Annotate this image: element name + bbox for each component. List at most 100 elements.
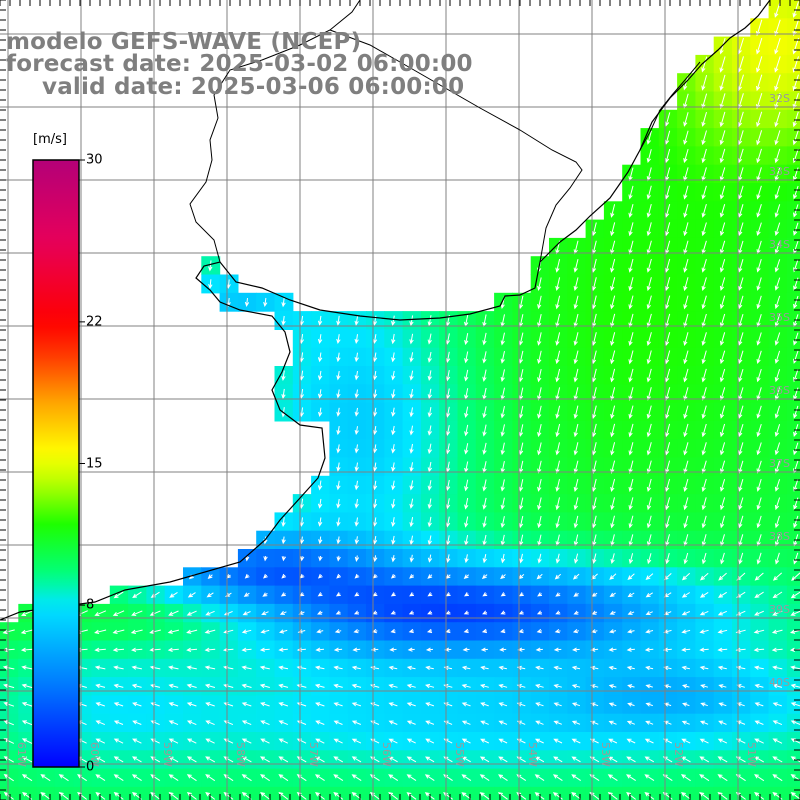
wind-arrow: [719, 185, 726, 200]
wind-arrow: [591, 442, 597, 456]
wind-arrow: [790, 591, 800, 599]
wind-arrow: [518, 350, 524, 364]
wind-arrow: [336, 407, 341, 417]
wind-speed-cell: [91, 786, 111, 800]
wind-arrow: [555, 423, 561, 438]
wind-arrow: [553, 665, 562, 670]
wind-speed-cell: [786, 36, 800, 56]
wind-arrow: [130, 629, 143, 634]
wind-arrow: [95, 683, 106, 689]
wind-arrow: [498, 684, 508, 689]
wind-arrow: [736, 720, 746, 725]
wind-arrow: [351, 738, 362, 744]
wind-arrow: [205, 756, 216, 763]
wind-arrow: [132, 756, 142, 763]
wind-arrow: [754, 610, 764, 616]
wind-arrow: [186, 756, 197, 763]
wind-arrow: [790, 792, 800, 800]
wind-arrow: [318, 407, 323, 417]
wind-arrow: [645, 684, 653, 689]
longitude-label: 59W: [161, 742, 174, 767]
wind-arrow: [628, 203, 634, 218]
wind-arrow: [756, 497, 762, 511]
wind-arrow: [314, 774, 325, 782]
wind-arrow: [772, 683, 783, 689]
wind-speed-cell: [384, 786, 404, 800]
wind-arrow: [318, 536, 323, 545]
wind-arrow: [774, 424, 781, 437]
wind-arrow: [718, 572, 727, 581]
wind-arrow: [665, 222, 671, 237]
wind-arrow: [391, 498, 396, 509]
wind-arrow: [720, 497, 726, 511]
wind-speed-cell: [329, 786, 349, 800]
wind-arrow: [754, 720, 764, 725]
wind-arrow: [774, 74, 781, 92]
wind-arrow: [683, 552, 689, 565]
wind-arrow: [336, 573, 342, 579]
wind-arrow: [592, 478, 597, 493]
wind-arrow: [479, 756, 490, 763]
wind-arrow: [681, 665, 691, 670]
wind-arrow: [500, 369, 505, 383]
wind-arrow: [58, 774, 69, 782]
wind-arrow: [754, 792, 765, 800]
wind-arrow: [646, 515, 652, 529]
wind-arrow: [756, 204, 762, 218]
wind-speed-cell: [494, 786, 513, 800]
wind-arrow: [756, 185, 762, 200]
wind-arrow: [756, 259, 762, 273]
wind-arrow: [718, 684, 727, 689]
wind-arrow: [610, 515, 615, 529]
wind-arrow: [719, 222, 726, 237]
wind-arrow: [756, 130, 763, 146]
wind-arrow: [664, 112, 671, 127]
wind-speed-cell: [164, 786, 184, 800]
wind-arrow: [518, 295, 524, 310]
wind-arrow: [646, 222, 652, 237]
wind-arrow: [169, 591, 178, 598]
wind-arrow: [774, 111, 781, 128]
wind-arrow: [591, 423, 597, 438]
wind-arrow: [774, 185, 781, 200]
wind-arrow: [756, 515, 762, 529]
wind-arrow: [626, 665, 635, 671]
wind-arrow: [354, 555, 360, 562]
wind-arrow: [281, 370, 286, 381]
wind-arrow: [591, 313, 597, 328]
wind-arrow: [406, 738, 416, 744]
wind-arrow: [626, 774, 636, 782]
wind-arrow: [388, 720, 398, 725]
wind-arrow: [281, 315, 286, 326]
wind-arrow: [205, 774, 216, 782]
wind-arrow: [701, 111, 707, 127]
wind-arrow: [351, 720, 361, 725]
wind-arrow: [572, 629, 580, 634]
wind-arrow: [774, 56, 781, 73]
wind-arrow: [409, 352, 414, 363]
wind-arrow: [645, 592, 653, 598]
wind-arrow: [683, 130, 689, 145]
wind-arrow: [205, 702, 215, 707]
wind-arrow: [665, 497, 671, 511]
wind-speed-cell: [347, 786, 367, 800]
wind-arrow: [482, 351, 487, 364]
wind-arrow: [391, 444, 396, 454]
wind-arrow: [241, 629, 252, 634]
wind-arrow: [406, 774, 417, 782]
wind-arrow: [553, 738, 563, 744]
wind-arrow: [738, 222, 744, 237]
wind-arrow: [646, 332, 652, 346]
wind-arrow: [464, 592, 469, 597]
wind-arrow: [628, 332, 634, 346]
wind-speed-cell: [475, 786, 495, 800]
wind-arrow: [628, 423, 634, 438]
wind-arrow: [186, 629, 198, 634]
wind-arrow: [683, 442, 689, 456]
wind-arrow: [774, 93, 781, 110]
wind-arrow: [683, 295, 689, 310]
wind-arrow: [592, 515, 597, 529]
wind-speed-cell: [786, 146, 800, 166]
